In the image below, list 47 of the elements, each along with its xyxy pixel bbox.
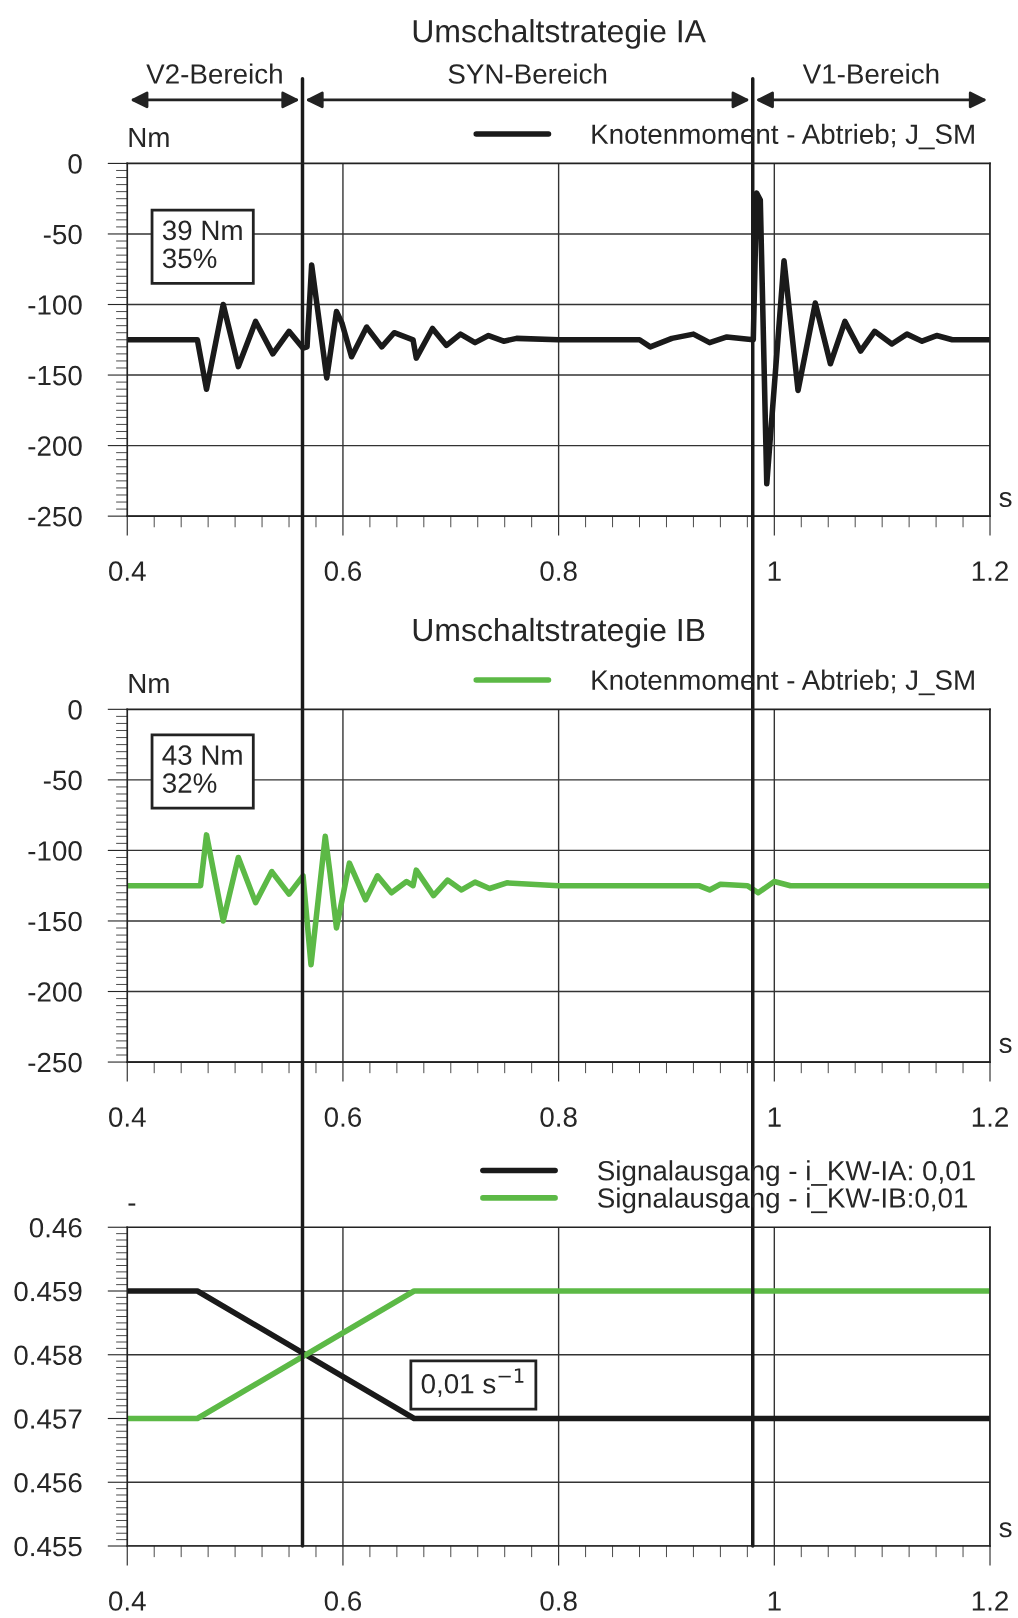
x-tick-label: 1.2 bbox=[972, 1107, 1008, 1127]
annotation: 43 Nm 32% bbox=[162, 745, 242, 793]
x-axis-title: s bbox=[999, 1037, 1012, 1054]
y-tick-label: -100 bbox=[28, 841, 82, 861]
x-tick-label: 0.6 bbox=[324, 561, 362, 581]
y-tick-label: 0 bbox=[68, 154, 82, 174]
y-tick-label: -50 bbox=[43, 770, 82, 791]
x-tick-label: 0.6 bbox=[324, 1107, 362, 1127]
y-tick-label: 0.46 bbox=[29, 1217, 82, 1238]
x-tick-label: 0.8 bbox=[540, 1591, 577, 1611]
y-tick-label: -250 bbox=[28, 1052, 82, 1073]
text: SYN-Bereich bbox=[448, 63, 607, 84]
y-tick-label: 0.458 bbox=[14, 1345, 82, 1366]
x-tick-label: 1.2 bbox=[972, 561, 1008, 581]
chart-title: Umschaltstrategie IB bbox=[413, 617, 705, 648]
x-axis-title: s bbox=[999, 1522, 1012, 1538]
y-tick-label: 0.457 bbox=[14, 1409, 82, 1429]
y-tick-label: 0 bbox=[68, 700, 82, 720]
x-tick-label: 1.2 bbox=[972, 1591, 1008, 1611]
y-axis-title: - bbox=[128, 1203, 136, 1206]
y-tick-label: -250 bbox=[28, 506, 82, 527]
x-tick-label: 0.4 bbox=[109, 1107, 146, 1127]
chart-title: Umschaltstrategie IA bbox=[413, 19, 706, 49]
annotation: 39 Nm 35% bbox=[162, 220, 242, 269]
x-tick-label: 0.6 bbox=[324, 1591, 362, 1611]
y-tick-label: 0.456 bbox=[14, 1472, 82, 1493]
y-tick-label: -200 bbox=[28, 436, 82, 456]
y-tick-label: -150 bbox=[28, 911, 82, 932]
x-tick-label: 1 bbox=[768, 561, 781, 581]
x-tick-label: 1 bbox=[768, 1107, 781, 1127]
y-tick-label: 0.455 bbox=[14, 1536, 82, 1557]
y-tick-label: -50 bbox=[43, 224, 82, 245]
annotation: 0,01 s$^{−1}$ bbox=[421, 1368, 524, 1397]
x-tick-label: 0.4 bbox=[109, 561, 146, 581]
y-tick-label: 0.459 bbox=[14, 1281, 82, 1302]
x-tick-label: 0.8 bbox=[540, 561, 577, 581]
x-tick-label: 0.4 bbox=[109, 1591, 146, 1611]
y-axis-title: Nm bbox=[129, 673, 169, 693]
text: V2-Bereich bbox=[146, 63, 282, 84]
y-tick-label: -100 bbox=[28, 295, 82, 315]
x-axis-title: s bbox=[999, 491, 1012, 508]
x-tick-label: 0.8 bbox=[540, 1107, 577, 1127]
x-tick-label: 1 bbox=[768, 1591, 781, 1611]
y-tick-label: -200 bbox=[28, 982, 82, 1002]
text: V1-Bereich bbox=[802, 63, 939, 84]
y-axis-title: Nm bbox=[129, 127, 169, 148]
y-tick-label: -150 bbox=[28, 365, 82, 386]
